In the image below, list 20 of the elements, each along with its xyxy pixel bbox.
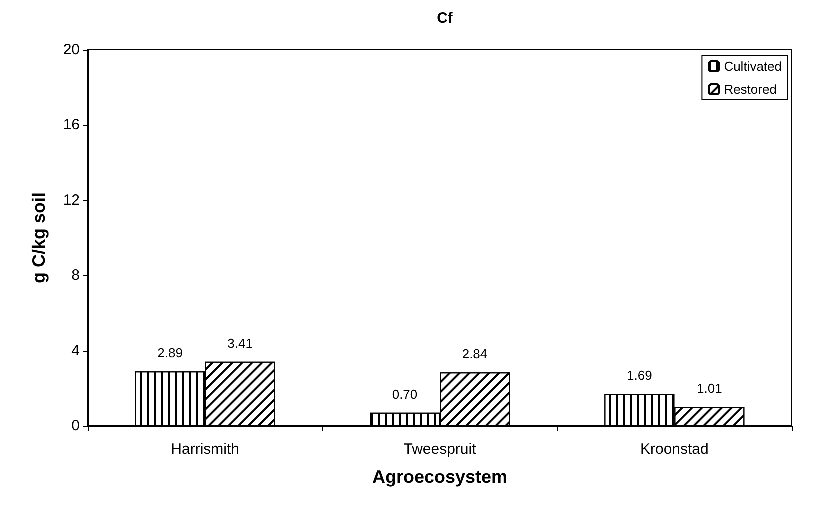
y-tick-label: 0 [72,418,80,434]
data-label: 3.41 [228,336,253,351]
data-label: 2.89 [158,346,183,361]
data-label: 0.70 [392,386,418,402]
x-tick-label: Tweespruit [404,441,478,458]
y-tick-label: 16 [63,116,80,134]
legend-label: Restored [724,82,777,97]
chart-title: Cf [437,10,454,27]
y-tick-label: 4 [72,342,80,360]
legend-label: Cultivated [724,59,782,74]
y-tick-label: 20 [63,42,80,58]
data-label: 2.84 [462,346,488,362]
x-tick-label: Kroonstad [640,441,709,458]
y-tick-label: 8 [72,267,80,284]
x-axis-title: Agroecosystem [372,467,508,487]
y-axis-title: g C/kg soil [29,192,49,284]
data-label: 1.01 [697,381,722,396]
data-label: 1.69 [627,368,652,384]
y-tick-label: 12 [63,192,80,209]
x-tick-label: Harrismith [171,441,240,458]
